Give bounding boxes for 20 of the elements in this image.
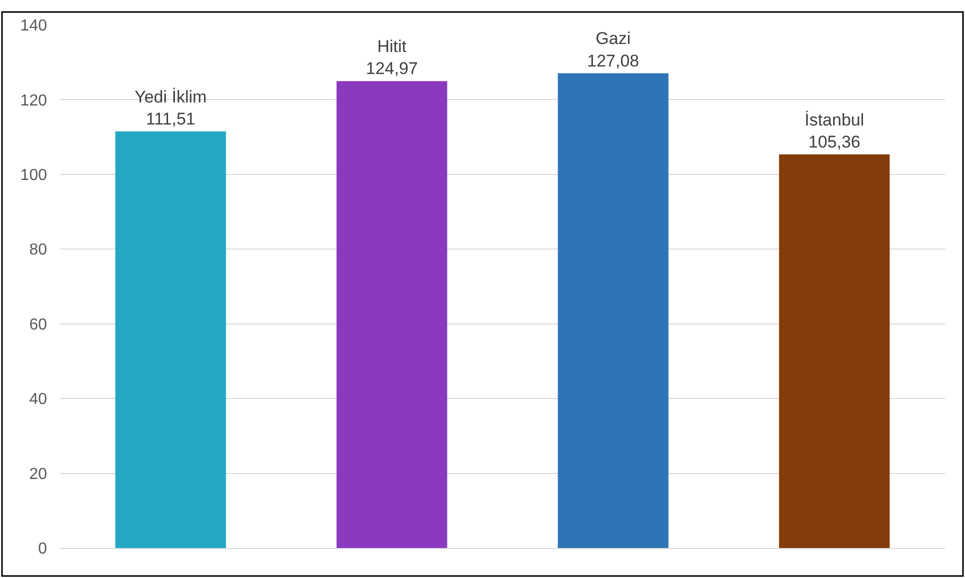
y-tick-label: 0	[38, 540, 48, 558]
y-tick-label: 20	[29, 466, 48, 483]
data-label: 127,08	[587, 51, 640, 70]
bar	[558, 73, 668, 548]
bar	[336, 81, 448, 548]
x-tick-label: Hitit	[377, 37, 407, 56]
x-tick-label: Gazi	[596, 29, 631, 48]
y-tick-label: 100	[20, 167, 48, 184]
bar	[115, 131, 226, 548]
x-tick-label: Yedi İklim	[134, 87, 207, 106]
data-label: 111,51	[146, 109, 196, 128]
x-tick-label: İstanbul	[804, 110, 864, 130]
y-tick-label: 80	[29, 242, 48, 259]
y-tick-label: 120	[20, 92, 48, 110]
y-tick-label: 40	[29, 391, 48, 408]
data-label: 105,36	[808, 132, 860, 152]
data-label: 124,97	[366, 59, 418, 78]
bar	[779, 154, 890, 548]
y-tick-label: 60	[29, 316, 48, 334]
y-tick-label: 140	[20, 18, 48, 35]
